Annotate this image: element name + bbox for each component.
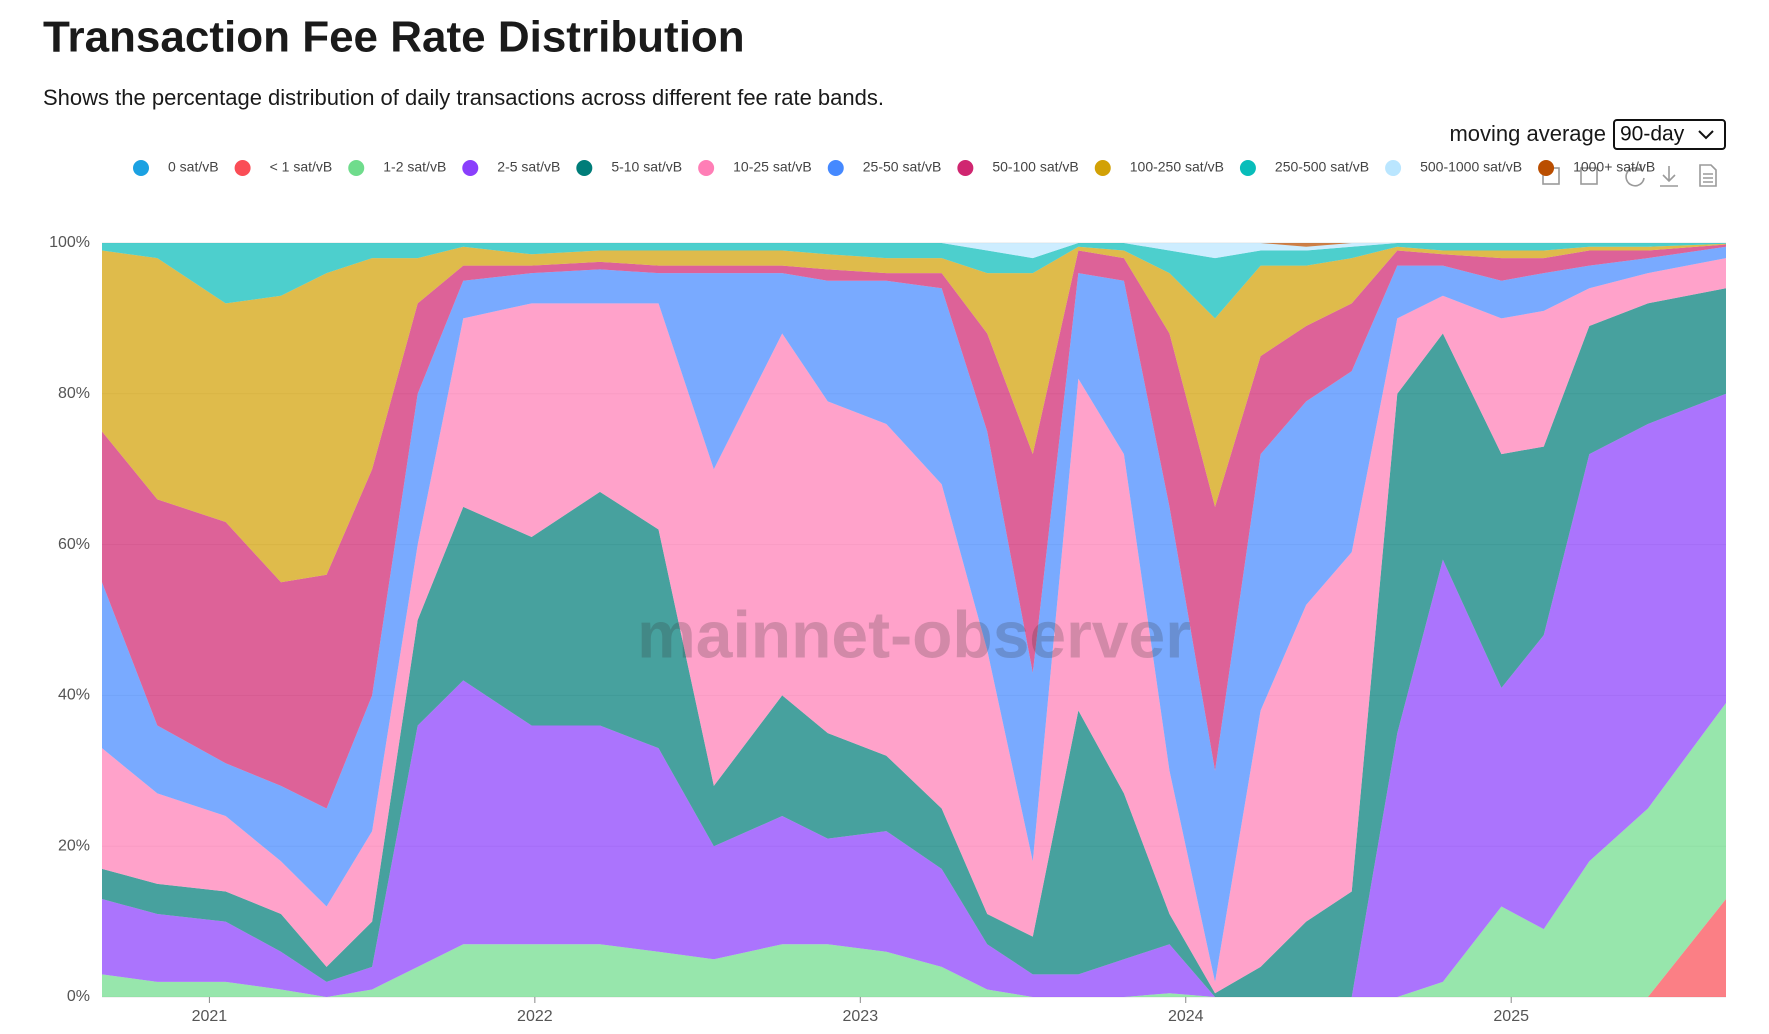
x-tick-label: 2025: [1493, 1008, 1529, 1025]
area: [102, 288, 1726, 997]
x-tick-label: 2022: [517, 1008, 553, 1025]
x-tick-label: 2024: [1168, 1008, 1204, 1025]
y-tick-label: 20%: [58, 837, 90, 854]
legend-label: 0 sat/vB: [168, 159, 219, 175]
area: [102, 702, 1726, 997]
area: [102, 243, 1726, 583]
area: [102, 243, 1726, 259]
legend-marker: [1094, 160, 1111, 176]
areas: [102, 243, 1726, 997]
legend-marker: [576, 160, 593, 176]
legend-marker: [462, 160, 479, 176]
legend-marker: [234, 160, 251, 176]
legend-label: 500-1000 sat/vB: [1420, 159, 1522, 175]
legend-marker: [133, 160, 149, 176]
legend-marker: [827, 160, 844, 176]
select-icon[interactable]: [1580, 167, 1598, 185]
select-box[interactable]: [1613, 119, 1726, 150]
legend-marker: [1538, 160, 1555, 176]
legend-label: 2-5 sat/vB: [497, 159, 560, 175]
y-tick-label: 80%: [58, 385, 90, 402]
data-icon[interactable]: [1699, 164, 1717, 187]
download-icon[interactable]: [1660, 166, 1678, 187]
toolbar: [1542, 164, 1717, 187]
reset-icon[interactable]: [1625, 164, 1645, 187]
x-tick-label: 2021: [192, 1008, 228, 1025]
area: [102, 393, 1726, 997]
area: [102, 243, 1726, 247]
chart-title: Transaction Fee Rate Distribution: [43, 13, 745, 62]
legend-label: 1-2 sat/vB: [383, 159, 446, 175]
legend-label: 50-100 sat/vB: [992, 159, 1078, 175]
x-tick-label: 2023: [843, 1008, 879, 1025]
area: [102, 243, 1726, 319]
legend-label: 100-250 sat/vB: [1130, 159, 1224, 175]
select-arrow[interactable]: [1698, 130, 1714, 140]
legend-label: 1000+ sat/vB: [1573, 159, 1655, 175]
legend-marker: [698, 160, 715, 176]
select-value[interactable]: 90-day: [1620, 123, 1685, 146]
legend-label: 25-50 sat/vB: [863, 159, 942, 175]
legend-label: 5-10 sat/vB: [611, 159, 682, 175]
legend-label: 250-500 sat/vB: [1275, 159, 1369, 175]
y-tick-label: 40%: [58, 687, 90, 704]
legend-marker: [1385, 160, 1402, 176]
y-tick-label: 0%: [67, 988, 90, 1005]
select[interactable]: 90-day: [1613, 119, 1726, 150]
legend-marker: [348, 160, 365, 176]
control-label: moving average: [1449, 121, 1606, 146]
chart-subtitle: Shows the percentage distribution of dai…: [43, 85, 884, 110]
area: [102, 244, 1726, 809]
area: [102, 258, 1726, 994]
y-tick-label: 60%: [58, 536, 90, 553]
y-tick-label: 100%: [49, 234, 90, 251]
legend-label: < 1 sat/vB: [270, 159, 333, 175]
legend-marker: [1239, 160, 1256, 176]
area: [102, 246, 1726, 982]
watermark: mainnet-observer: [637, 597, 1191, 671]
legend-marker: [957, 160, 974, 176]
legend-label: 10-25 sat/vB: [733, 159, 812, 175]
